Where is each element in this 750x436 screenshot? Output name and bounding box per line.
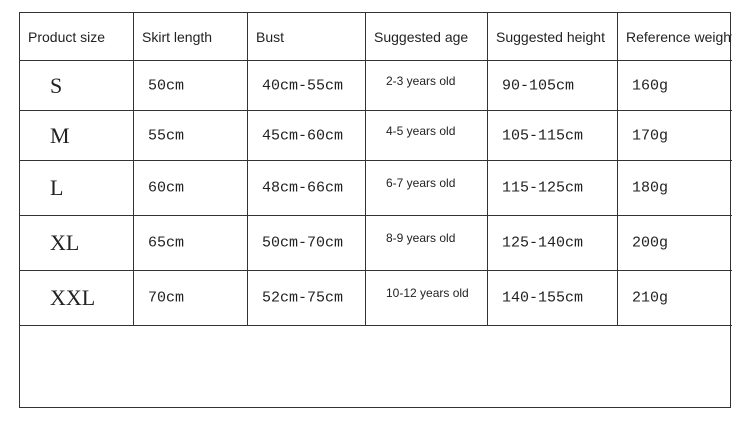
- header: Product size: [28, 28, 106, 45]
- data: 90-105cm: [502, 77, 575, 94]
- header: Bust: [256, 28, 285, 45]
- data-cell: 200g: [618, 216, 732, 271]
- data: 48cm-66cm: [262, 179, 344, 197]
- data-cell: 65cm: [134, 216, 248, 271]
- data-cell: 52cm-75cm: [248, 271, 366, 326]
- data: 10-12 years old: [386, 285, 469, 300]
- data: M: [50, 122, 70, 148]
- data: 105-115cm: [502, 127, 584, 144]
- data-cell: 90-105cm: [488, 61, 618, 111]
- data-cell: 10-12 years old: [366, 271, 488, 326]
- data: XL: [50, 230, 80, 255]
- header: Suggested age: [374, 28, 469, 45]
- data: 170g: [632, 127, 669, 144]
- data: 50cm: [148, 77, 185, 94]
- data-cell: 60cm: [134, 161, 248, 216]
- header-cell: Suggested height: [488, 13, 618, 61]
- data: L: [50, 175, 64, 200]
- header-cell: Bust: [248, 13, 366, 61]
- data-cell: 160g: [618, 61, 732, 111]
- header-cell: Suggested age: [366, 13, 488, 61]
- data: XXL: [50, 285, 96, 310]
- data-cell: 50cm-70cm: [248, 216, 366, 271]
- header-cell: Skirt length: [134, 13, 248, 61]
- header: Reference weight: [626, 28, 732, 45]
- data-cell: 50cm: [134, 61, 248, 111]
- header: Skirt length: [142, 28, 213, 45]
- data: 4-5 years old: [386, 123, 456, 138]
- data-cell: S: [20, 61, 134, 111]
- data-cell: 170g: [618, 111, 732, 161]
- data-cell: 2-3 years old: [366, 61, 488, 111]
- data-cell: 180g: [618, 161, 732, 216]
- data-cell: 48cm-66cm: [248, 161, 366, 216]
- data: 210g: [632, 289, 669, 307]
- data-cell: M: [20, 111, 134, 161]
- data-cell: 115-125cm: [488, 161, 618, 216]
- size-table: Product size Skirt length Bust Suggested ag…: [19, 12, 732, 408]
- data-cell: 55cm: [134, 111, 248, 161]
- data: 6-7 years old: [386, 175, 456, 190]
- data: 2-3 years old: [386, 73, 456, 88]
- data: 70cm: [148, 289, 185, 307]
- data-cell: 105-115cm: [488, 111, 618, 161]
- data-cell: XXL: [20, 271, 134, 326]
- data: 180g: [632, 179, 669, 197]
- data-cell: 45cm-60cm: [248, 111, 366, 161]
- data: 50cm-70cm: [262, 234, 344, 252]
- data-cell: 70cm: [134, 271, 248, 326]
- data-cell: 4-5 years old: [366, 111, 488, 161]
- data: 65cm: [148, 234, 185, 252]
- data-cell: 140-155cm: [488, 271, 618, 326]
- data: 60cm: [148, 179, 185, 197]
- data-cell: 40cm-55cm: [248, 61, 366, 111]
- header-cell: Product size: [20, 13, 134, 61]
- data: 160g: [632, 77, 669, 94]
- data: 40cm-55cm: [262, 77, 344, 94]
- data-cell: L: [20, 161, 134, 216]
- data: 125-140cm: [502, 234, 584, 252]
- data: 55cm: [148, 127, 185, 144]
- data: 45cm-60cm: [262, 127, 344, 144]
- data-cell: XL: [20, 216, 134, 271]
- data-cell: 8-9 years old: [366, 216, 488, 271]
- data: 200g: [632, 234, 669, 252]
- header: Suggested height: [496, 28, 605, 45]
- header-cell: Reference weight: [618, 13, 732, 61]
- data: 52cm-75cm: [262, 289, 344, 307]
- data: S: [50, 72, 63, 98]
- data-cell: 125-140cm: [488, 216, 618, 271]
- data-cell: 210g: [618, 271, 732, 326]
- data-cell: 6-7 years old: [366, 161, 488, 216]
- data: 140-155cm: [502, 289, 584, 307]
- data: 8-9 years old: [386, 230, 456, 245]
- data: 115-125cm: [502, 179, 584, 197]
